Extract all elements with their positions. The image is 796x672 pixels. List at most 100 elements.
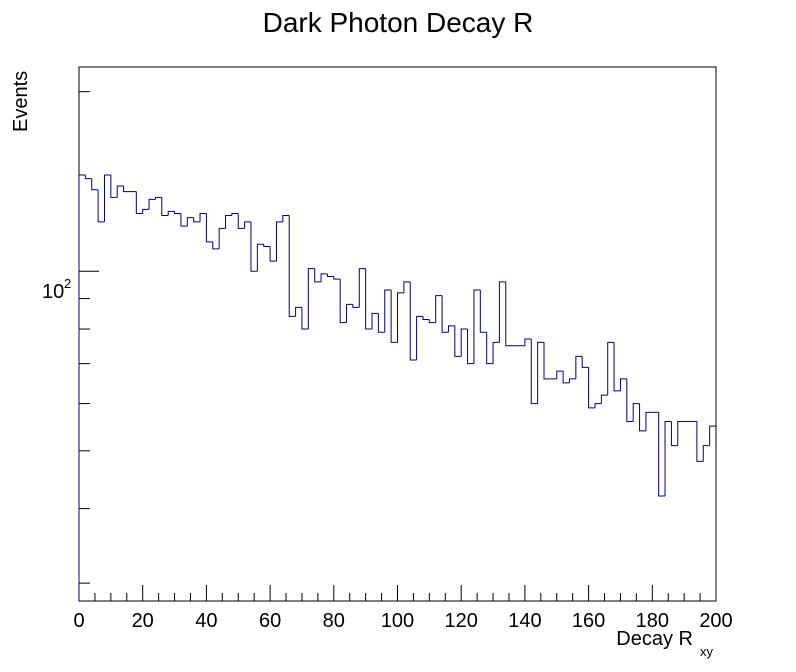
histogram-bin [575, 355, 583, 379]
histogram-bin [333, 276, 341, 280]
histogram-bin [231, 212, 239, 216]
histogram-bin [664, 420, 672, 496]
histogram-bin [543, 342, 551, 380]
histogram-bin [135, 191, 143, 214]
histogram-bin [397, 292, 404, 343]
histogram-bin [473, 289, 481, 364]
x-axis-label-subscript: xy [700, 644, 714, 659]
histogram-bin [492, 341, 500, 364]
histogram-bin [295, 306, 302, 317]
x-tick-label: 200 [699, 610, 732, 632]
y-tick-label-100: 10 [42, 281, 64, 303]
histogram-bin [486, 332, 494, 365]
x-tick-label: 40 [195, 610, 217, 632]
histogram-bin [123, 185, 130, 193]
histogram-bin [116, 185, 124, 198]
histogram-bin [384, 289, 392, 333]
x-tick-label: 140 [508, 610, 541, 632]
histogram-bin [416, 315, 423, 360]
histogram-bin [199, 212, 207, 222]
y-tick-base: 10 [42, 281, 64, 303]
histogram-bin [639, 403, 646, 432]
histogram-bin [167, 210, 175, 216]
histogram-bin [142, 208, 150, 214]
histogram-bin [613, 342, 621, 392]
histogram-bin [435, 295, 443, 323]
histogram-bin [205, 213, 213, 243]
histogram-bin [161, 197, 169, 217]
histogram-bin [288, 215, 296, 317]
histogram-bin [269, 246, 277, 262]
histogram-bin [244, 221, 251, 229]
histogram-bin [91, 178, 99, 191]
x-axis-tick-labels: 0 20 40 60 80 100 120 140 160 180 200 [73, 610, 732, 632]
histogram-bin [441, 295, 449, 333]
x-tick-label: 120 [445, 610, 478, 632]
histogram-bin [84, 174, 92, 180]
histogram-bin [454, 325, 462, 357]
histogram-bin [193, 217, 201, 223]
x-axis-label-main: Decay R [616, 628, 693, 650]
histogram-bin [148, 198, 156, 210]
histogram-bin [696, 421, 704, 462]
histogram-bin [371, 312, 379, 330]
histogram-bin [524, 338, 532, 346]
histogram-bin [174, 211, 181, 214]
histogram-bin [339, 279, 347, 324]
x-axis-label: Decay R [616, 628, 693, 650]
histogram-bin [103, 174, 111, 222]
histogram-bin [422, 316, 430, 321]
histogram-bin [467, 329, 474, 365]
histogram-bin [282, 215, 290, 222]
histogram-bin [447, 325, 455, 333]
histogram-bin [505, 281, 513, 347]
histogram-bin [263, 244, 271, 248]
histogram-bin [530, 338, 538, 405]
histogram-bin [212, 241, 220, 250]
histogram-bin [256, 243, 264, 272]
histogram-bin [677, 420, 685, 446]
histogram-bin [307, 268, 315, 330]
histogram-bin [556, 370, 564, 379]
histogram-bin [346, 303, 353, 323]
x-tick-label: 100 [381, 610, 414, 632]
histogram-bin [670, 421, 678, 447]
y-tick-label-100-exponent: 2 [64, 276, 71, 291]
histogram-bin [702, 445, 710, 462]
histogram-bin [390, 290, 398, 343]
histogram-bin [479, 290, 487, 333]
histogram-bin [581, 356, 589, 368]
x-tick-label: 60 [259, 610, 281, 632]
histogram-bin [460, 328, 468, 357]
histogram-bin [365, 268, 373, 330]
histogram-bin [186, 217, 194, 227]
histogram-bin [110, 174, 118, 198]
histogram-bin [352, 304, 360, 308]
x-tick-label: 80 [323, 610, 345, 632]
histogram-bin [619, 378, 627, 391]
histogram-bin [78, 174, 86, 601]
histogram-bin [645, 411, 653, 431]
histogram-bin [403, 281, 411, 293]
histogram-bin [562, 371, 570, 384]
histogram-bin [301, 307, 309, 330]
histogram-bin [358, 268, 366, 308]
x-tick-label: 160 [572, 610, 605, 632]
histogram-bin [377, 313, 385, 333]
histogram-bin [568, 378, 576, 383]
histogram-bin [658, 412, 666, 497]
histogram-bin [594, 403, 602, 408]
histogram-bin [428, 319, 436, 324]
y-axis-ticks [79, 91, 99, 584]
histogram-bin [320, 273, 328, 282]
histogram-bin [180, 213, 188, 227]
histogram-bin [314, 268, 322, 283]
histogram-bin [225, 215, 232, 229]
chart-title: Dark Photon Decay R [263, 7, 534, 38]
histogram-bin [218, 227, 226, 249]
histogram-bin [498, 281, 506, 343]
histogram-bin [326, 273, 334, 277]
x-tick-label: 20 [132, 610, 154, 632]
histogram-bin [537, 341, 545, 404]
histogram-bin [588, 367, 595, 409]
